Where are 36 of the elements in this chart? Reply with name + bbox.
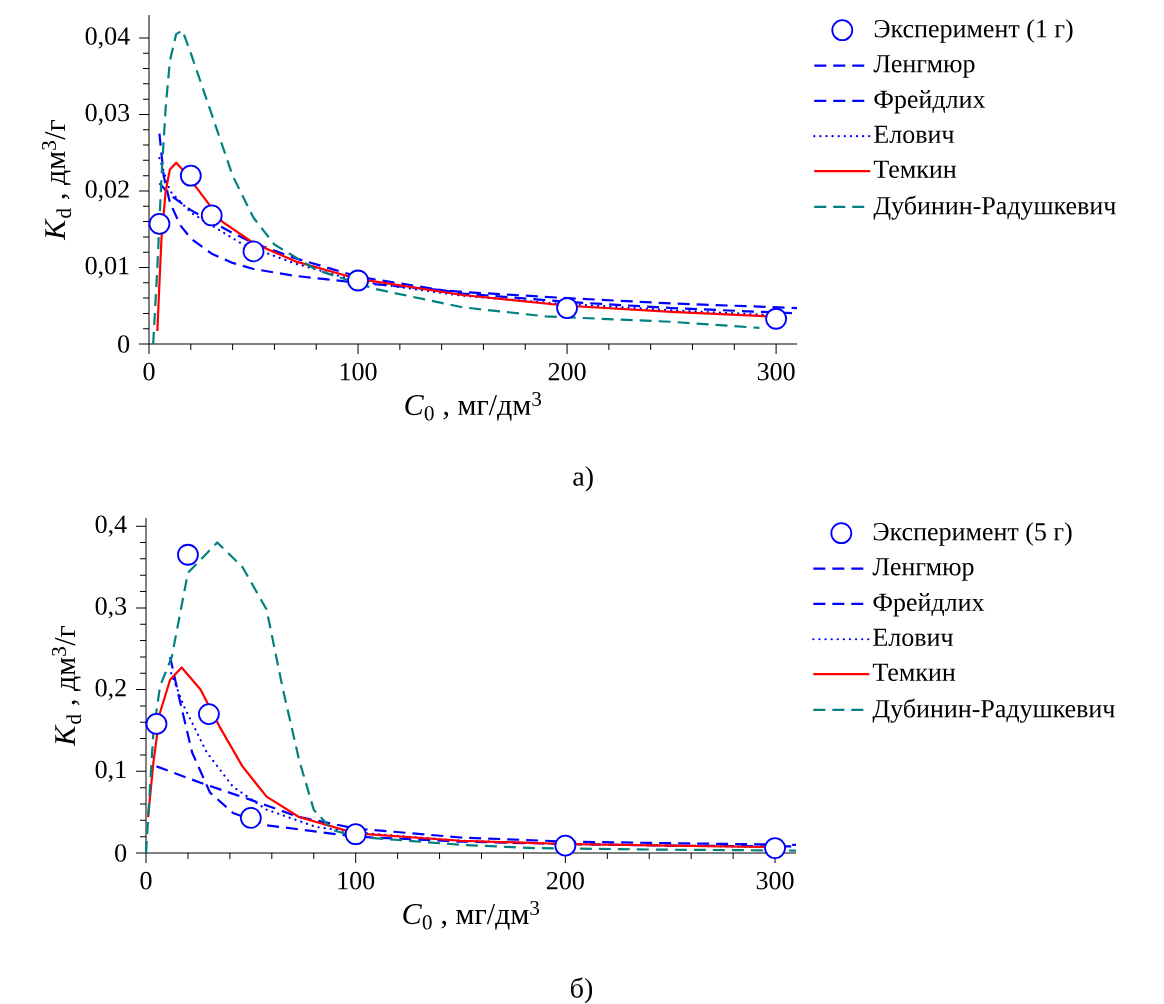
x-tick-label: 300 [757, 362, 795, 381]
y-tick-label: 0,1 [95, 760, 126, 782]
legend-label: Дубинин-Радушкевич [873, 195, 1116, 220]
y-tick-label: 0,02 [85, 180, 129, 202]
legend-label: Фрейдлих [874, 90, 986, 114]
x-tick-label: 100 [340, 362, 377, 381]
legend-label: Темкин [872, 663, 956, 681]
legend-label: Елович [874, 125, 954, 144]
legend-label: Ленгмюр [873, 55, 975, 78]
x-tick-label: 100 [338, 871, 375, 890]
y-tick-label: 0,01 [85, 256, 129, 279]
y-axis-title: K$_{d}$ , дм$^{3}$/г [51, 625, 82, 747]
y-tick-label: 0,03 [85, 103, 130, 126]
legend-label: Темкин [873, 160, 957, 178]
legend-label: Ленгмюр [872, 558, 974, 581]
x-axis-title: C$_{0}$ , мг/дм$^{3}$ [405, 391, 542, 421]
x-tick-label: 0 [140, 871, 152, 890]
y-tick-label: 0 [115, 844, 127, 862]
y-tick-label: 0,2 [95, 678, 126, 701]
y-tick-label: 0,4 [95, 515, 127, 537]
text: б) [571, 977, 593, 1004]
y-tick-label: 0 [118, 335, 130, 353]
x-tick-label: 200 [548, 362, 586, 381]
legend-label: Эксперимент (5 г) [873, 522, 1072, 546]
legend-label: Фрейдлих [873, 593, 985, 617]
legend-label: Дубинин-Радушкевич [872, 698, 1115, 723]
y-tick-label: 0,3 [95, 597, 127, 619]
x-tick-label: 200 [547, 871, 584, 890]
y-axis-title: K$_{d}$ , дм$^{3}$/г [41, 119, 72, 241]
text: а) [573, 466, 593, 492]
legend-label: Эксперимент (1 г) [874, 19, 1073, 43]
x-tick-label: 0 [143, 362, 155, 381]
y-tick-label: 0,04 [85, 27, 130, 49]
x-axis-title: C$_{0}$ , мг/дм$^{3}$ [403, 900, 540, 930]
x-tick-label: 300 [756, 871, 794, 890]
legend-label: Елович [873, 628, 953, 647]
